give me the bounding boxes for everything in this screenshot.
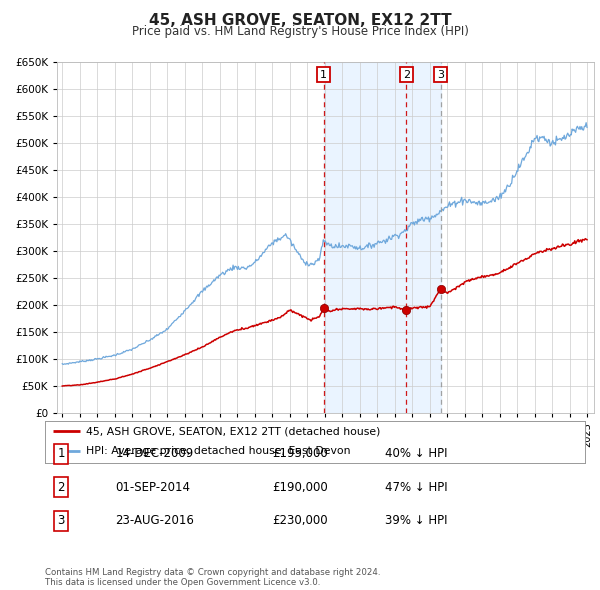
Text: £230,000: £230,000 (272, 514, 328, 527)
Text: 47% ↓ HPI: 47% ↓ HPI (385, 481, 448, 494)
Text: 40% ↓ HPI: 40% ↓ HPI (385, 447, 448, 460)
Text: 45, ASH GROVE, SEATON, EX12 2TT: 45, ASH GROVE, SEATON, EX12 2TT (149, 13, 451, 28)
Text: 23-AUG-2016: 23-AUG-2016 (115, 514, 194, 527)
Text: Contains HM Land Registry data © Crown copyright and database right 2024.
This d: Contains HM Land Registry data © Crown c… (45, 568, 380, 587)
Text: 01-SEP-2014: 01-SEP-2014 (115, 481, 190, 494)
Text: 3: 3 (58, 514, 65, 527)
Text: £190,000: £190,000 (272, 481, 328, 494)
Text: 1: 1 (58, 447, 65, 460)
Text: 14-DEC-2009: 14-DEC-2009 (115, 447, 193, 460)
Text: 1: 1 (320, 70, 327, 80)
Text: £195,000: £195,000 (272, 447, 328, 460)
Text: 39% ↓ HPI: 39% ↓ HPI (385, 514, 448, 527)
Text: 2: 2 (403, 70, 410, 80)
Text: HPI: Average price, detached house, East Devon: HPI: Average price, detached house, East… (86, 446, 350, 456)
Bar (324, 62, 441, 413)
Text: 3: 3 (437, 70, 444, 80)
Text: Price paid vs. HM Land Registry's House Price Index (HPI): Price paid vs. HM Land Registry's House … (131, 25, 469, 38)
Text: 45, ASH GROVE, SEATON, EX12 2TT (detached house): 45, ASH GROVE, SEATON, EX12 2TT (detache… (86, 427, 380, 436)
Text: 2: 2 (58, 481, 65, 494)
